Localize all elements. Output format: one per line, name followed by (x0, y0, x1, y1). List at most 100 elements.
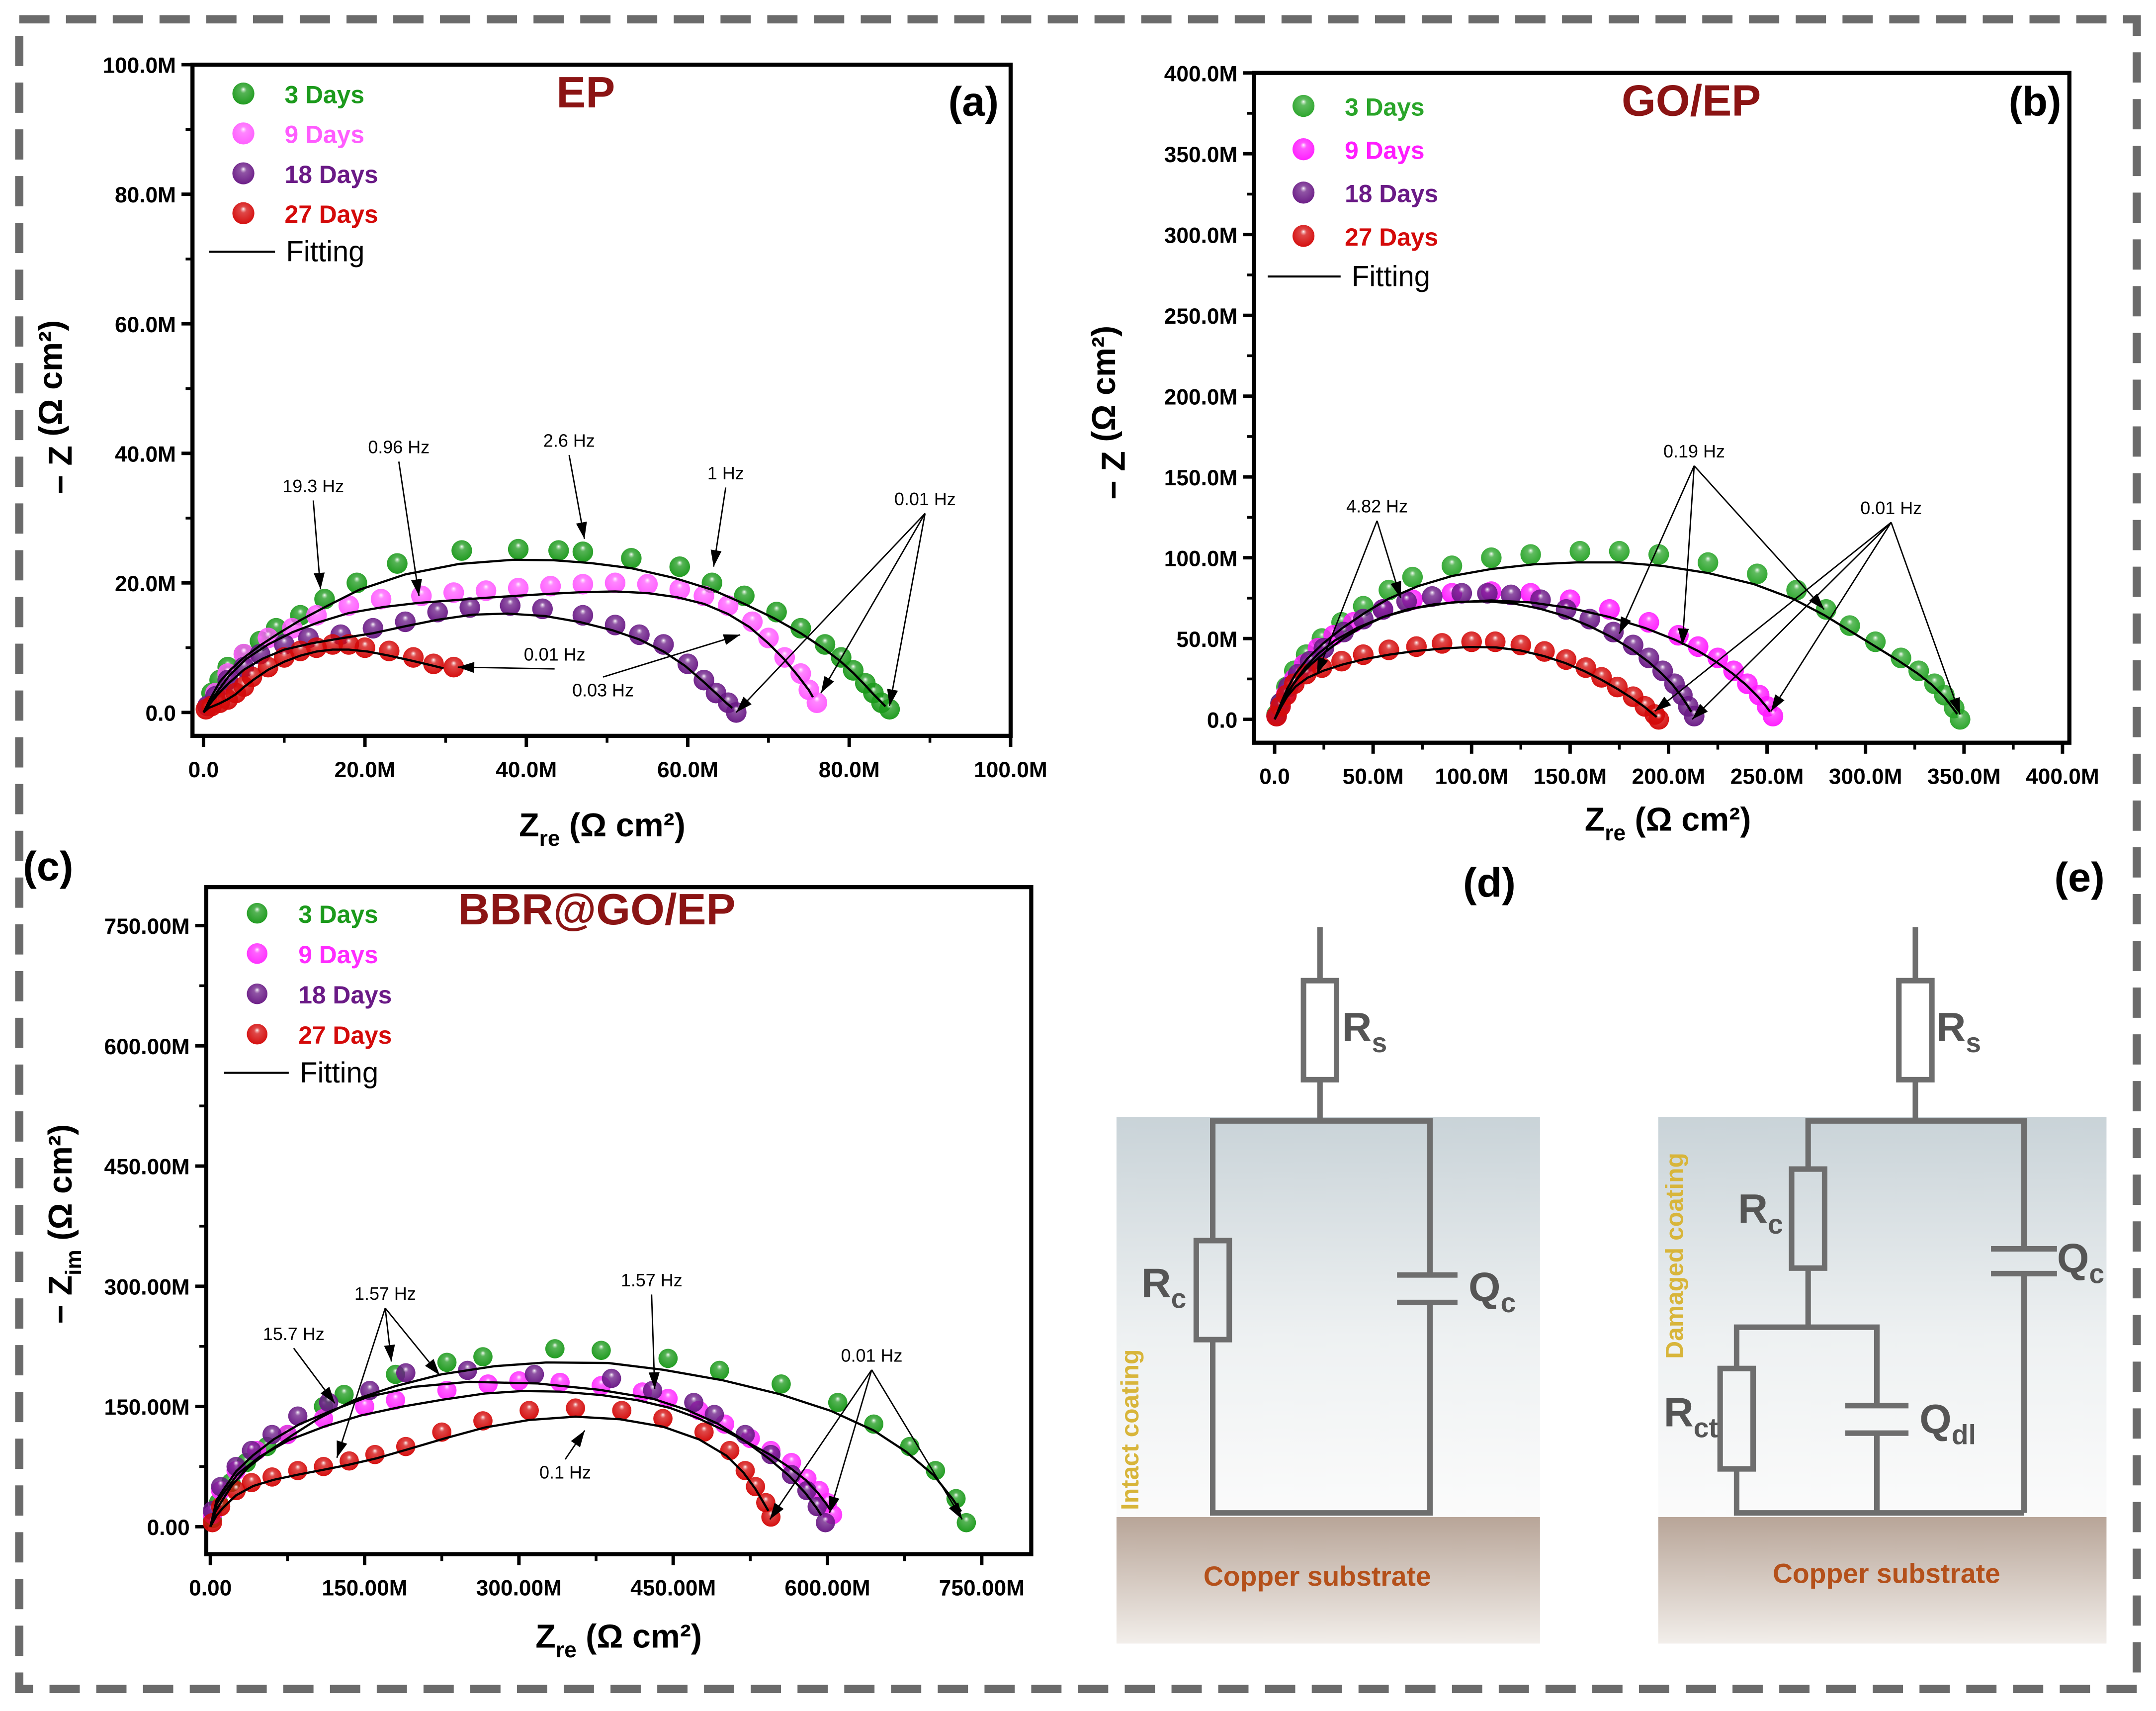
data-point (1441, 555, 1463, 576)
data-point (1865, 631, 1886, 652)
data-point (637, 574, 658, 595)
legend-label: 3 Days (285, 81, 364, 109)
y-tick-label: 300.00M (104, 1275, 189, 1299)
circuit-d: (d) Copper substrate Intact coating Rs R… (1116, 859, 1540, 1644)
data-point (572, 574, 594, 595)
data-point (443, 582, 464, 603)
y-axis-label-unit: (Ω cm²) (32, 320, 69, 446)
annotation-arrow (769, 1369, 872, 1520)
x-tick-label: 80.0M (819, 758, 880, 782)
legend-label: 27 Days (285, 200, 378, 228)
plot-frame (1252, 71, 2071, 745)
data-point (946, 1489, 966, 1509)
legend-label: 27 Days (1345, 223, 1438, 251)
data-point (314, 1457, 334, 1476)
y-tick-label: 150.0M (1164, 466, 1238, 490)
annotation-arrow (1693, 465, 1825, 610)
legend-marker (1292, 138, 1315, 161)
frequency-annotation: 4.82 Hz (1316, 496, 1408, 675)
data-point (806, 692, 828, 714)
data-point (532, 598, 553, 620)
data-point (473, 1411, 493, 1431)
y-tick-label: 750.00M (104, 914, 189, 939)
data-point (334, 1385, 354, 1404)
arrow-head (1317, 656, 1328, 674)
fit-line (209, 1380, 822, 1527)
arrow-head (425, 1358, 440, 1375)
data-point (550, 1372, 570, 1392)
data-point (1481, 547, 1502, 568)
annotation-label: 0.01 Hz (1860, 498, 1922, 518)
data-point (709, 1360, 729, 1380)
data-point (797, 1481, 817, 1501)
arrow-head (1654, 697, 1671, 712)
data-point (669, 579, 690, 600)
data-point (1575, 657, 1596, 678)
legend-marker (1292, 94, 1315, 117)
data-point (288, 1461, 308, 1480)
data-point (262, 1467, 282, 1487)
annotation-label: 1.57 Hz (354, 1283, 416, 1304)
legend: 3 Days 9 Days 18 Days 27 Days Fitting (224, 901, 392, 1089)
x-axis-label-unit: (Ω cm²) (577, 1619, 702, 1655)
arrow-head (384, 1345, 395, 1362)
data-point (508, 539, 529, 560)
arrow-head (1949, 697, 1960, 715)
data-point (519, 1401, 539, 1420)
x-tick-label: 0.0 (188, 758, 219, 782)
annotation-label: 0.1 Hz (539, 1462, 591, 1483)
arrow-head (723, 634, 741, 645)
data-point (1623, 634, 1643, 655)
data-point (572, 605, 594, 626)
data-point (338, 595, 359, 616)
data-point (340, 1451, 359, 1471)
resistor-rs (1300, 978, 1340, 1082)
legend-marker (1292, 181, 1315, 204)
data-point (1406, 636, 1427, 657)
data-point (437, 1352, 457, 1372)
data-point (500, 595, 521, 616)
circuit-e-wires (1717, 927, 2057, 1516)
y-axis-label-main: − Z (42, 1275, 79, 1324)
data-point (242, 1441, 261, 1460)
data-point (774, 647, 795, 668)
frequency-annotation: 1.57 Hz (621, 1270, 683, 1389)
arrow-head (736, 697, 752, 713)
arrow-head (337, 1440, 347, 1458)
data-point (604, 572, 626, 594)
fit-line (1273, 561, 1958, 720)
annotation-label: 2.6 Hz (543, 431, 595, 451)
data-point (1839, 615, 1860, 636)
data-point (566, 1398, 586, 1418)
circuit-e: (e) Copper substrate Damaged coating Rs … (1658, 854, 2107, 1644)
data-point (473, 1347, 493, 1366)
substrate-label: Copper substrate (1204, 1561, 1431, 1592)
legend-label: 27 Days (298, 1021, 392, 1049)
annotation-arrow (829, 1369, 872, 1514)
label-rct: Rct (1664, 1389, 1718, 1443)
legend-fit-label: Fitting (286, 236, 364, 268)
x-tick-label: 20.0M (335, 758, 396, 782)
x-tick-label: 0.0 (1259, 765, 1290, 789)
legend-label: 3 Days (298, 901, 378, 928)
y-tick-label: 150.00M (104, 1395, 189, 1420)
data-point (694, 1422, 714, 1442)
data-point (1396, 591, 1417, 612)
legend: 3 Days 9 Days 18 Days 27 Days Fitting (209, 81, 378, 268)
data-point (717, 595, 739, 616)
frequency-annotation: 0.01 Hz (769, 1345, 963, 1520)
annotation-label: 0.96 Hz (368, 437, 430, 457)
data-point (1908, 660, 1929, 681)
outer-dashed-border (15, 15, 2141, 1693)
charts: 0.0 20.0M 40.0M 60.0M 80.0M 100.0M 0.0 20.0M 40.… (23, 54, 2099, 1662)
legend-label: 18 Days (298, 981, 392, 1009)
annotation-arrow (603, 634, 741, 678)
y-tick-label: 60.0M (115, 313, 176, 337)
data-point (1402, 566, 1423, 588)
x-axis-label-unit: (Ω cm²) (560, 807, 686, 844)
data-point (443, 656, 464, 678)
coating-label: Damaged coating (1661, 1153, 1689, 1359)
label-qc: Qc (2057, 1235, 2104, 1289)
arrow-head (949, 1502, 962, 1520)
data-point (387, 553, 408, 574)
